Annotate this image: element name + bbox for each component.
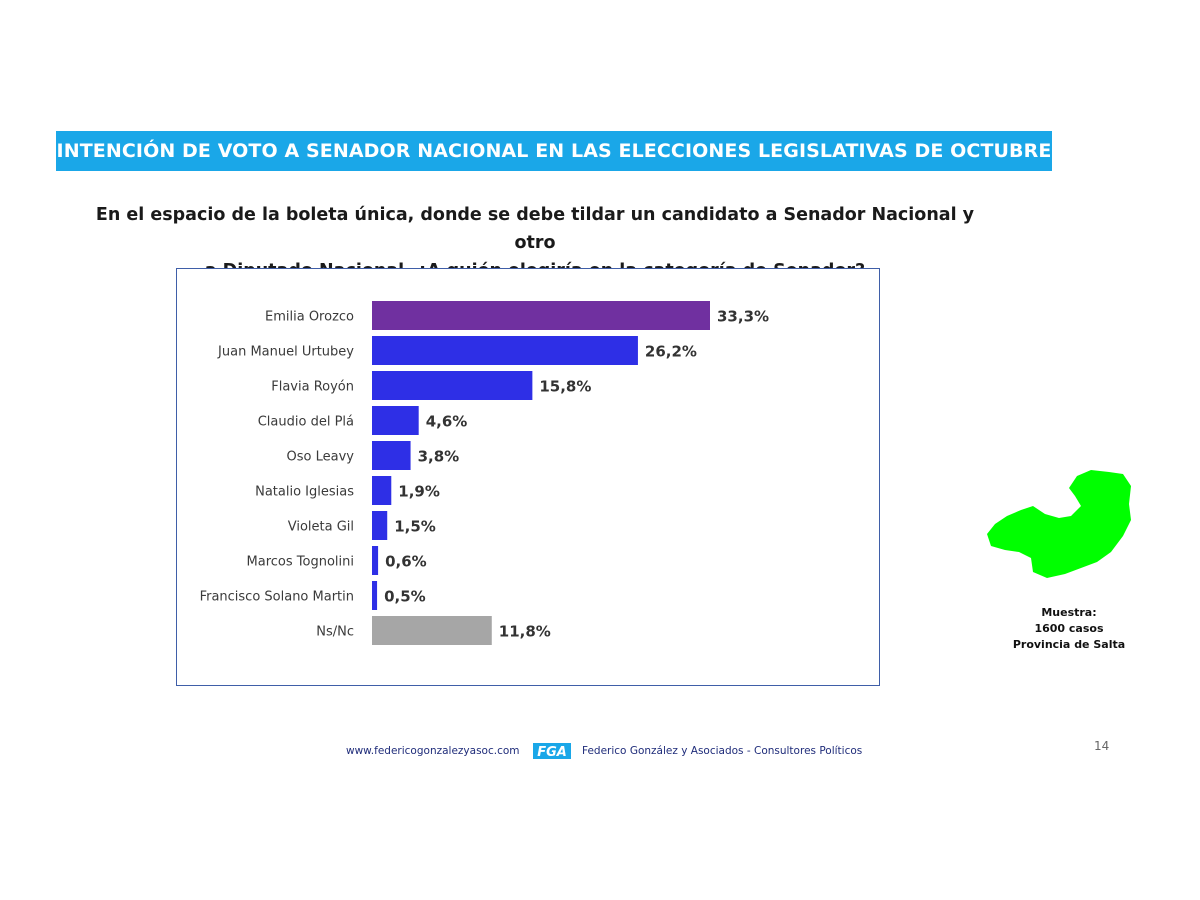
bar [372,441,411,470]
title-banner: INTENCIÓN DE VOTO A SENADOR NACIONAL EN … [56,131,1052,171]
category-label: Francisco Solano Martin [200,590,354,605]
value-label: 11,8% [499,623,551,641]
footer-company-name: Federico González y Asociados - Consulto… [582,745,863,757]
bar [372,581,378,610]
bar [372,371,533,400]
page-number: 14 [1094,739,1110,753]
category-label: Marcos Tognolini [247,555,354,570]
bar [372,406,419,435]
category-label: Flavia Royón [271,380,354,395]
chart-container: Emilia Orozco 33,3% Juan Manuel Urtubey 26,… [176,268,880,686]
value-label: 3,8% [418,448,460,466]
category-label: Natalio Iglesias [255,485,354,500]
question-line-1: En el espacio de la boleta única, donde … [95,205,975,253]
bar [372,511,388,540]
bar [372,616,492,645]
category-label: Oso Leavy [287,450,355,465]
value-label: 26,2% [645,343,697,361]
fga-logo-icon: FGA [533,743,571,760]
sample-region: Provincia de Salta [1012,638,1126,651]
category-label: Ns/Nc [316,625,354,640]
salta-province-map-icon [987,470,1131,578]
value-label: 33,3% [717,308,769,326]
category-label: Juan Manuel Urtubey [217,345,354,360]
bar [372,476,392,505]
bar-chart: Emilia Orozco 33,3% Juan Manuel Urtubey 26,… [200,301,769,645]
sample-size: 1600 casos [1034,622,1104,635]
value-label: 1,9% [398,483,440,501]
page-title: INTENCIÓN DE VOTO A SENADOR NACIONAL EN … [56,140,1052,162]
value-label: 0,5% [384,588,426,606]
value-label: 4,6% [426,413,468,431]
value-label: 0,6% [385,553,427,571]
value-label: 1,5% [394,518,436,536]
bar [372,336,638,365]
sample-label: Muestra: [1041,606,1097,619]
bar [372,301,710,330]
sample-info: Muestra: 1600 casos Provincia de Salta [1004,605,1134,653]
bar [372,546,379,575]
value-label: 15,8% [539,378,591,396]
category-label: Claudio del Plá [258,415,354,430]
fga-logo-text: FGA [537,745,567,760]
category-label: Emilia Orozco [265,310,354,325]
category-label: Violeta Gil [288,520,354,535]
footer-url-link[interactable]: www.federicogonzalezyasoc.com [346,745,520,757]
